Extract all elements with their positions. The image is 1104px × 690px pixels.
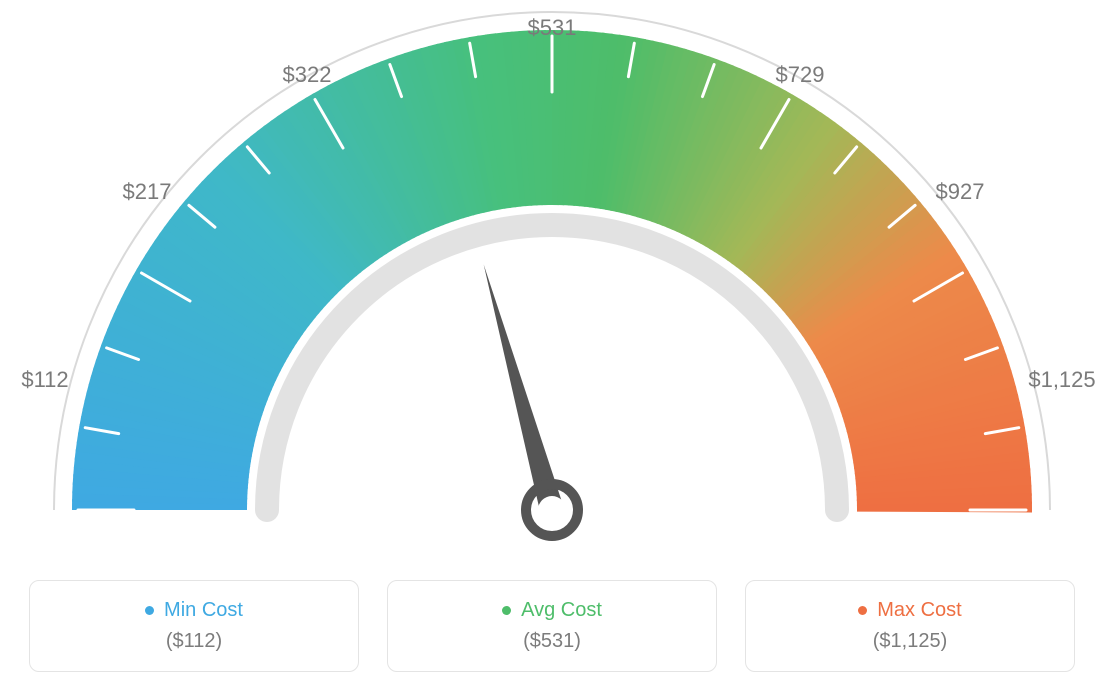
legend-label-avg: Avg Cost: [521, 599, 602, 622]
scale-label: $729: [776, 62, 825, 88]
legend-dot-avg: [502, 606, 511, 615]
scale-label: $322: [283, 62, 332, 88]
legend-card-avg: Avg Cost ($531): [387, 580, 717, 672]
scale-label: $1,125: [1028, 367, 1095, 393]
legend-card-min: Min Cost ($112): [29, 580, 359, 672]
legend-title-max: Max Cost: [858, 599, 961, 622]
legend-label-max: Max Cost: [877, 599, 961, 622]
legend-value-avg: ($531): [523, 630, 581, 653]
scale-label: $217: [123, 179, 172, 205]
legend-row: Min Cost ($112) Avg Cost ($531) Max Cost…: [0, 580, 1104, 672]
legend-label-min: Min Cost: [164, 599, 243, 622]
legend-value-max: ($1,125): [873, 630, 948, 653]
legend-value-min: ($112): [166, 630, 222, 653]
legend-dot-max: [858, 606, 867, 615]
legend-title-avg: Avg Cost: [502, 599, 602, 622]
scale-label: $531: [528, 15, 577, 41]
legend-card-max: Max Cost ($1,125): [745, 580, 1075, 672]
scale-label: $112: [21, 367, 68, 393]
gauge-container: $112 $217 $322 $531 $729 $927 $1,125: [0, 0, 1104, 560]
scale-label: $927: [936, 179, 985, 205]
legend-dot-min: [145, 606, 154, 615]
gauge-svg: [0, 0, 1104, 560]
legend-title-min: Min Cost: [145, 599, 243, 622]
